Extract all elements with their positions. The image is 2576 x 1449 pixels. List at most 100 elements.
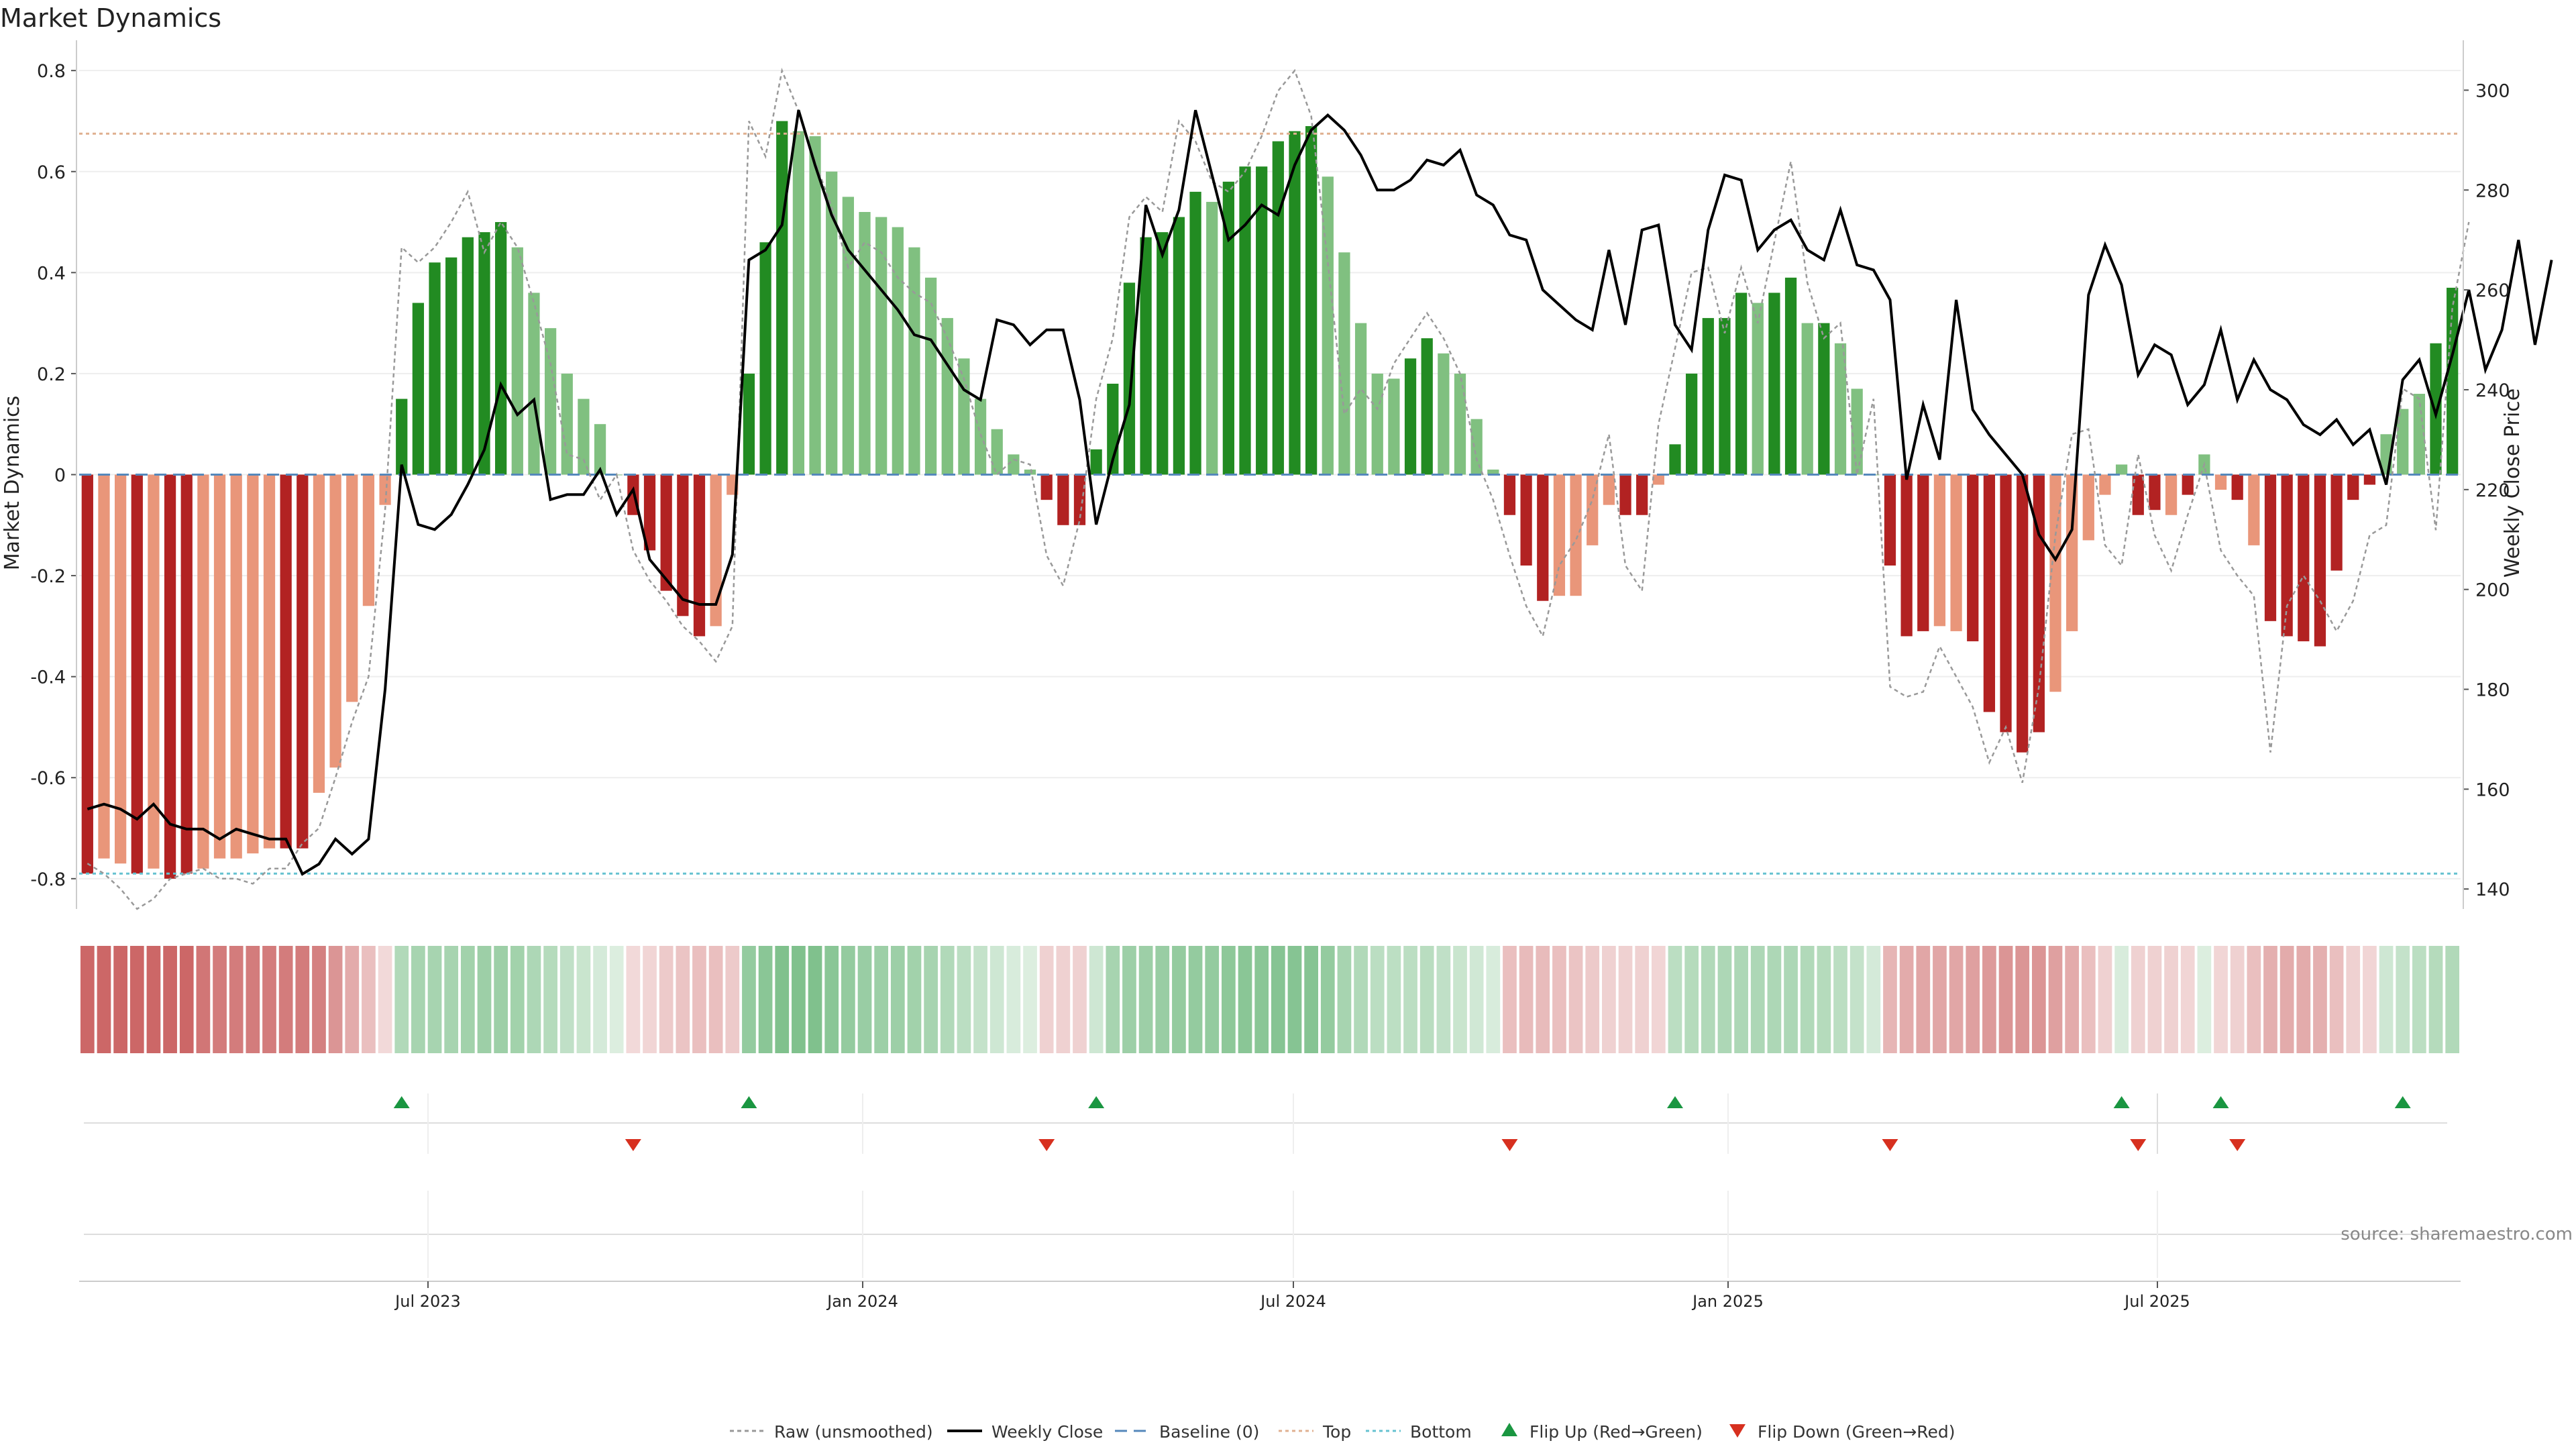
flip-panel	[84, 1093, 2447, 1278]
flip-up-marker	[1088, 1096, 1105, 1108]
dynamics-bar	[2049, 474, 2061, 692]
heat-strip-cell	[1436, 946, 1451, 1053]
heat-strip-cell	[1817, 946, 1831, 1053]
y2-tick-label: 160	[2475, 780, 2510, 800]
dynamics-bar	[1289, 131, 1301, 475]
dynamics-bar	[677, 474, 689, 616]
dynamics-bar	[329, 474, 341, 768]
dynamics-bar	[1470, 419, 1483, 475]
heat-strip-cell	[2247, 946, 2261, 1053]
heat-strip-cell	[1122, 946, 1136, 1053]
dynamics-bar	[1073, 474, 1086, 525]
flip-up-marker	[2394, 1096, 2411, 1108]
dynamics-bar	[180, 474, 193, 874]
heat-strip-cell	[1849, 946, 1864, 1053]
dynamics-bar	[1157, 232, 1169, 475]
y-tick-label: 0.6	[37, 162, 66, 183]
heat-strip-cell	[129, 946, 144, 1053]
legend-label: Flip Down (Green→Red)	[1758, 1422, 1955, 1442]
heat-strip	[80, 946, 2460, 1053]
dynamics-bar	[2281, 474, 2293, 637]
heat-strip-cell	[907, 946, 922, 1053]
y-tick-label: 0	[54, 466, 66, 486]
heat-strip-cell	[1668, 946, 1682, 1053]
heat-strip-cell	[1304, 946, 1318, 1053]
dynamics-bar	[561, 373, 573, 475]
heat-strip-cell	[2131, 946, 2145, 1053]
dynamics-bar	[1983, 474, 1996, 712]
heat-strip-cell	[2230, 946, 2245, 1053]
x-tick-label: Jul 2024	[1259, 1292, 1326, 1311]
legend-label: Flip Up (Red→Green)	[1529, 1422, 1703, 1442]
dynamics-bar	[643, 474, 656, 551]
heat-strip-cell	[2263, 946, 2277, 1053]
heat-strip-cell	[1767, 946, 1782, 1053]
heat-strip-cell	[1899, 946, 1914, 1053]
y2-tick-label: 280	[2475, 180, 2510, 201]
heat-strip-cell	[1469, 946, 1484, 1053]
heat-strip-cell	[2114, 946, 2129, 1053]
dynamics-bar	[1503, 474, 1516, 515]
dynamics-bar	[2033, 474, 2045, 733]
dynamics-bar	[660, 474, 672, 591]
legend-label: Top	[1322, 1422, 1351, 1442]
heat-strip-cell	[676, 946, 690, 1053]
heat-strip-cell	[394, 946, 409, 1053]
dynamics-bar	[693, 474, 706, 637]
heat-strip-cell	[1585, 946, 1600, 1053]
dynamics-bar	[2397, 409, 2409, 475]
dynamics-bar	[1784, 277, 1797, 475]
dynamics-bar	[1222, 181, 1234, 475]
y2-tick-label: 200	[2475, 580, 2510, 601]
dynamics-bar	[1040, 474, 1053, 500]
dynamics-bar	[511, 247, 523, 475]
heat-strip-cell	[229, 946, 244, 1053]
heat-strip-cell	[1205, 946, 1220, 1053]
flip-up-marker	[741, 1096, 757, 1108]
heat-strip-cell	[2098, 946, 2112, 1053]
heat-strip-cell	[1106, 946, 1120, 1053]
heat-strip-cell	[725, 946, 740, 1053]
dynamics-bar	[974, 398, 987, 475]
heat-strip-cell	[1949, 946, 1964, 1053]
heat-strip-cell	[460, 946, 475, 1053]
heat-strip-cell	[2296, 946, 2311, 1053]
heat-strip-cell	[593, 946, 607, 1053]
heat-strip-cell	[2279, 946, 2294, 1053]
heat-strip-cell	[444, 946, 459, 1053]
heat-strip-cell	[1618, 946, 1633, 1053]
heat-strip-cell	[890, 946, 905, 1053]
dynamics-bar	[1008, 454, 1020, 475]
heat-strip-cell	[477, 946, 492, 1053]
heat-strip-cell	[97, 946, 111, 1053]
heat-strip-cell	[1387, 946, 1401, 1053]
heat-strip-cell	[1866, 946, 1881, 1053]
dynamics-bar	[462, 237, 474, 475]
y2-tick-label: 180	[2475, 680, 2510, 701]
heat-strip-cell	[2313, 946, 2327, 1053]
dynamics-bar	[2214, 474, 2227, 490]
heat-strip-cell	[362, 946, 376, 1053]
heat-strip-cell	[1419, 946, 1434, 1053]
dynamics-bar	[859, 211, 871, 475]
heat-strip-cell	[1222, 946, 1236, 1053]
weekly-close-line	[87, 109, 2553, 876]
raw-line	[87, 67, 2470, 910]
dynamics-bar	[1057, 474, 1069, 525]
heat-strip-cell	[1701, 946, 1715, 1053]
dynamics-bar	[792, 131, 805, 475]
dynamics-bar	[1884, 474, 1896, 566]
line-series	[87, 67, 2553, 910]
dynamics-bar	[1404, 358, 1417, 475]
legend-label: Raw (unsmoothed)	[774, 1422, 933, 1442]
dynamics-bar	[280, 474, 292, 849]
dynamics-bar	[1669, 444, 1681, 475]
dynamics-bar	[1636, 474, 1648, 515]
heat-strip-cell	[196, 946, 211, 1053]
heat-strip-cell	[1552, 946, 1566, 1053]
heat-strip-cell	[312, 946, 326, 1053]
y2-tick-label: 300	[2475, 80, 2510, 101]
dynamics-bar	[2413, 394, 2425, 475]
heat-strip-cell	[146, 946, 161, 1053]
